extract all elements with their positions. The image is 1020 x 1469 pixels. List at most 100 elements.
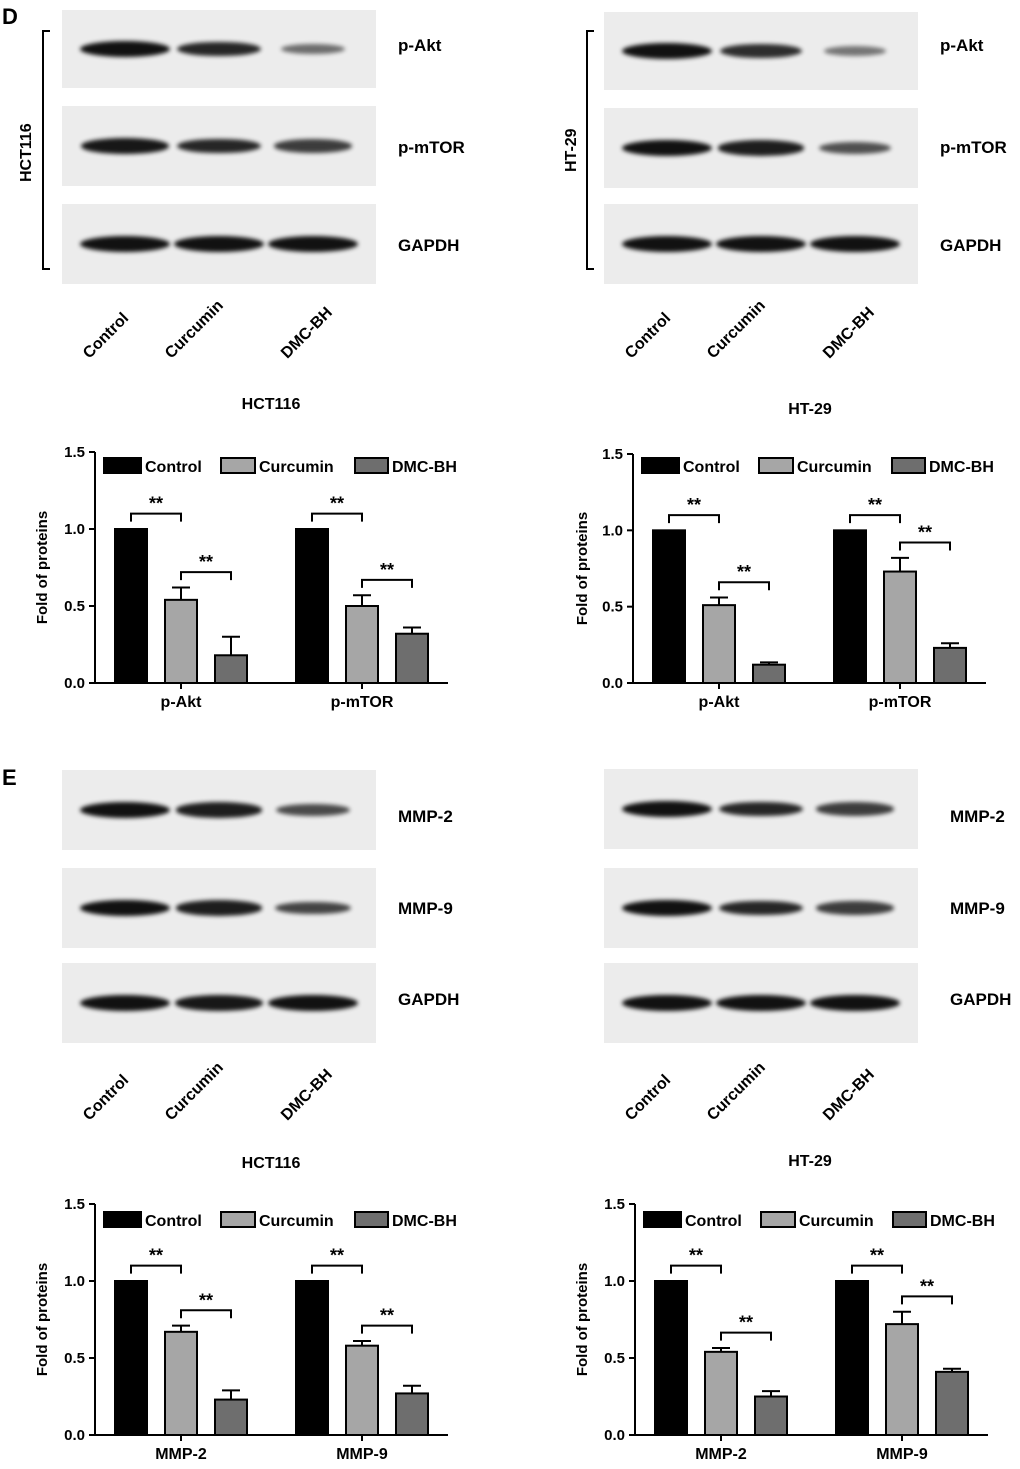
significance-marker: ** <box>149 494 163 514</box>
significance-marker: ** <box>918 523 932 543</box>
protein-band <box>621 900 712 916</box>
blot-strip-p-akt <box>62 10 376 88</box>
y-tick-label: 1.5 <box>64 444 85 461</box>
protein-band <box>716 236 806 252</box>
y-tick-label: 1.0 <box>64 521 85 538</box>
x-tick-label: MMP-2 <box>155 1446 207 1463</box>
significance-bracket <box>670 1264 722 1274</box>
legend-swatch-dmc-bh <box>354 1211 389 1228</box>
y-tick-label: 0.5 <box>604 1350 625 1367</box>
protein-band <box>621 995 712 1011</box>
lane-label: DMC-BH <box>820 304 878 363</box>
significance-marker: ** <box>330 494 344 514</box>
blot-row-label: p-mTOR <box>940 138 1007 157</box>
lane-label: Control <box>80 1071 133 1125</box>
significance-bracket <box>180 1309 232 1319</box>
legend-swatch-control <box>641 457 680 474</box>
legend-swatch-curcumin <box>220 457 256 474</box>
significance-bracket <box>899 541 951 551</box>
blot-bracket <box>586 30 594 270</box>
blot-strip-mmp-2 <box>62 770 376 850</box>
bar-curcumin <box>164 598 198 684</box>
protein-band <box>816 901 895 915</box>
bar-chart-hct116-mmp: 0.0 0.5 1.0 1.5 Fold of proteins MMP-2 ** ** MMP… <box>34 1196 457 1463</box>
blot-row-label: p-Akt <box>398 36 442 55</box>
blot-strip-gapdh <box>62 204 376 284</box>
blot-bracket <box>42 30 50 270</box>
protein-band <box>719 900 803 916</box>
legend-label: Control <box>145 1213 202 1230</box>
protein-band <box>621 801 712 817</box>
significance-bracket <box>851 1264 903 1274</box>
bar-curcumin <box>345 605 379 684</box>
y-tick-label: 1.5 <box>64 1196 85 1213</box>
chart-title-hct116-mmp: HCT116 <box>241 1155 301 1172</box>
bar-control <box>114 1280 148 1436</box>
lane-label: DMC-BH <box>820 1066 878 1125</box>
bar-dmc-bh <box>214 654 248 684</box>
significance-marker: ** <box>380 560 394 580</box>
y-axis-label: Fold of proteins <box>34 1263 51 1376</box>
protein-band <box>268 995 359 1011</box>
significance-marker: ** <box>870 1246 884 1266</box>
significance-bracket <box>130 512 182 522</box>
protein-band <box>718 140 804 156</box>
chart-title-ht29-mmp: HT-29 <box>788 1153 832 1170</box>
significance-marker: ** <box>199 552 213 572</box>
protein-band <box>176 802 262 818</box>
y-tick-label: 1.0 <box>602 522 623 539</box>
cell-line-label: HCT116 <box>18 123 35 182</box>
bar-control <box>295 528 329 684</box>
blot-row-label: MMP-2 <box>398 807 453 826</box>
blot-row-label: p-Akt <box>940 36 984 55</box>
bar-chart-ht29-akt-mtor: 0.0 0.5 1.0 1.5 Fold of proteins p-Akt ** ** p-m… <box>574 446 994 711</box>
significance-bracket <box>130 1264 182 1274</box>
y-tick-label: 0.5 <box>64 598 85 615</box>
bar-control <box>833 529 867 685</box>
y-tick-label: 1.0 <box>64 1273 85 1290</box>
protein-band <box>79 802 170 818</box>
protein-band <box>716 995 806 1011</box>
blot-strip-p-mtor <box>62 106 376 186</box>
significance-marker: ** <box>739 1313 753 1333</box>
cell-line-label: HT-29 <box>563 128 580 172</box>
lane-label: Control <box>622 309 675 363</box>
blot-row-label: GAPDH <box>940 236 1002 255</box>
blot-strip-p-akt <box>604 12 918 90</box>
legend-swatch-control <box>103 1211 142 1228</box>
protein-band <box>621 236 712 252</box>
lane-label: Control <box>622 1071 675 1125</box>
bar-control <box>114 528 148 684</box>
blot-strip-mmp-9 <box>62 868 376 948</box>
y-tick-label: 0.5 <box>602 599 623 616</box>
bar-chart-ht29-mmp: 0.0 0.5 1.0 1.5 Fold of proteins MMP-2 ** ** MMP… <box>574 1196 995 1463</box>
legend-swatch-curcumin <box>220 1211 256 1228</box>
significance-bracket <box>180 571 232 581</box>
blot-row-label: p-mTOR <box>398 138 465 157</box>
protein-band <box>174 236 264 252</box>
blot-strip-gapdh <box>604 963 918 1043</box>
protein-band <box>177 41 261 57</box>
legend-swatch-dmc-bh <box>354 457 389 474</box>
bar-curcumin <box>885 1323 919 1436</box>
bar-control <box>835 1280 869 1436</box>
significance-bracket <box>361 1324 413 1334</box>
bar-dmc-bh <box>752 663 786 684</box>
blot-row-label: GAPDH <box>950 990 1012 1009</box>
legend-label: Curcumin <box>797 459 872 476</box>
significance-bracket <box>718 581 770 591</box>
chart-title-hct116-akt: HCT116 <box>241 396 301 413</box>
significance-marker: ** <box>868 495 882 515</box>
protein-band <box>281 43 346 55</box>
panel-letter-e: E <box>2 765 17 790</box>
x-tick-label: p-Akt <box>699 694 741 711</box>
blot-row-label: MMP-9 <box>950 899 1005 918</box>
bar-dmc-bh <box>935 1370 969 1436</box>
significance-bracket <box>901 1295 953 1305</box>
protein-band <box>79 236 170 252</box>
significance-bracket <box>720 1331 772 1341</box>
legend-label: Control <box>685 1213 742 1230</box>
bar-dmc-bh <box>754 1395 788 1436</box>
significance-bracket <box>849 514 901 524</box>
x-tick-label: p-mTOR <box>869 694 932 711</box>
